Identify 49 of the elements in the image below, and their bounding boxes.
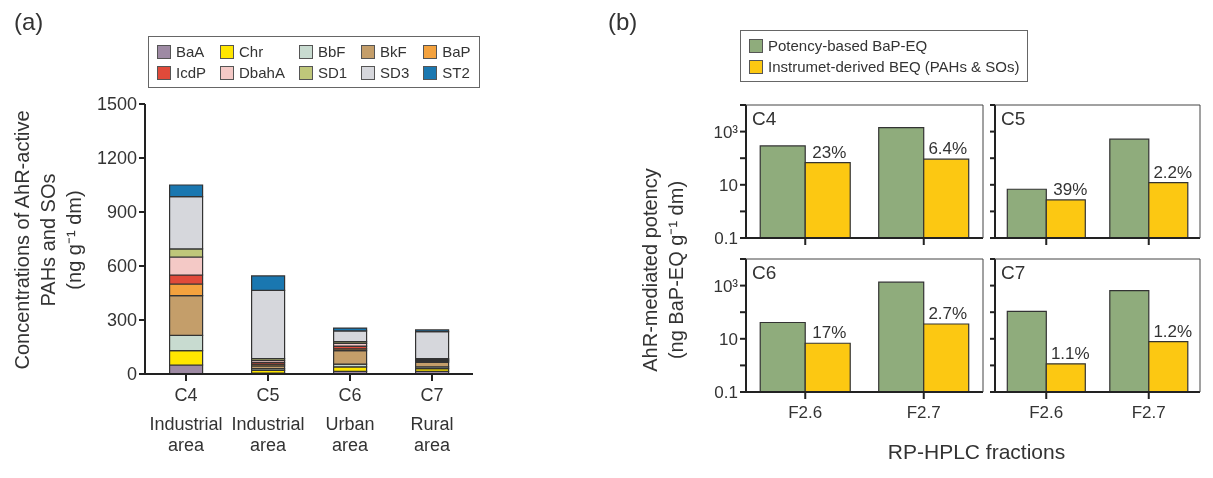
y-tick-label: 0.1	[714, 383, 738, 403]
x-tick-label: C4 Industrial area	[149, 385, 223, 455]
y-tick-label: 300	[106, 310, 137, 331]
y-tick-label: 600	[106, 256, 137, 277]
annotation: 17%	[812, 323, 847, 343]
text: (a)	[14, 8, 44, 36]
annotation: 1.1%	[1050, 343, 1090, 363]
annotation: 39%	[1053, 179, 1088, 199]
x-tick-label: F2.7	[1131, 403, 1166, 422]
y-axis-title: AhR-mediated potency (ng BaP-EQ g⁻¹ dm)	[638, 168, 688, 372]
legend-label: SD3	[380, 64, 410, 81]
text: (b)	[608, 8, 638, 36]
x-axis-title: RP-HPLC fractions	[886, 440, 1067, 464]
legend-label: BbF	[317, 43, 346, 60]
annotation: 2.2%	[1153, 162, 1193, 182]
legend-label: Chr	[239, 43, 264, 60]
x-tick-label: C5 Industrial area	[231, 385, 305, 455]
y-tick-label: 10	[719, 329, 738, 349]
y-tick-label: 10³	[713, 276, 739, 296]
x-tick-label: C7 Rural area	[410, 385, 454, 455]
legend-label: Potency-based BaP-EQ	[768, 37, 928, 54]
x-tick-label: F2.6	[788, 403, 823, 422]
annotation: 6.4%	[928, 139, 968, 159]
y-tick-label: 1200	[96, 148, 137, 169]
x-tick-label: F2.7	[906, 403, 941, 422]
y-axis-title: Concentrations of AhR-active PAHs and SOs (ng g⁻¹ dm)	[10, 109, 86, 372]
chart-title: C4	[752, 108, 777, 130]
legend-label: IcdP	[176, 64, 207, 81]
legend-label: ST2	[442, 64, 470, 81]
y-tick-label: 0	[126, 364, 137, 385]
annotation: 23%	[812, 142, 847, 162]
chart-title: C7	[1001, 262, 1026, 284]
legend-label: BaP	[442, 43, 471, 60]
legend-label: Instrumet-derived BEQ (PAHs & SOs)	[768, 58, 1020, 75]
y-tick-label: 900	[106, 202, 137, 223]
legend-label: SD1	[317, 64, 348, 81]
y-tick-label: 0.1	[714, 229, 738, 249]
legend-label: BkF	[380, 43, 407, 60]
annotation: 2.7%	[928, 304, 968, 323]
y-tick-label: 10³	[713, 122, 739, 142]
legend-label: BaA	[176, 43, 205, 60]
chart-title: C5	[1001, 108, 1026, 130]
x-tick-label: C6 Urban area	[325, 385, 375, 455]
y-tick-label: 10	[719, 175, 738, 195]
x-tick-label: F2.6	[1029, 403, 1064, 422]
chart-title: C6	[752, 262, 777, 284]
annotation: 1.2%	[1153, 321, 1193, 341]
y-tick-label: 1500	[96, 94, 137, 115]
legend-label: DbahA	[239, 64, 285, 81]
